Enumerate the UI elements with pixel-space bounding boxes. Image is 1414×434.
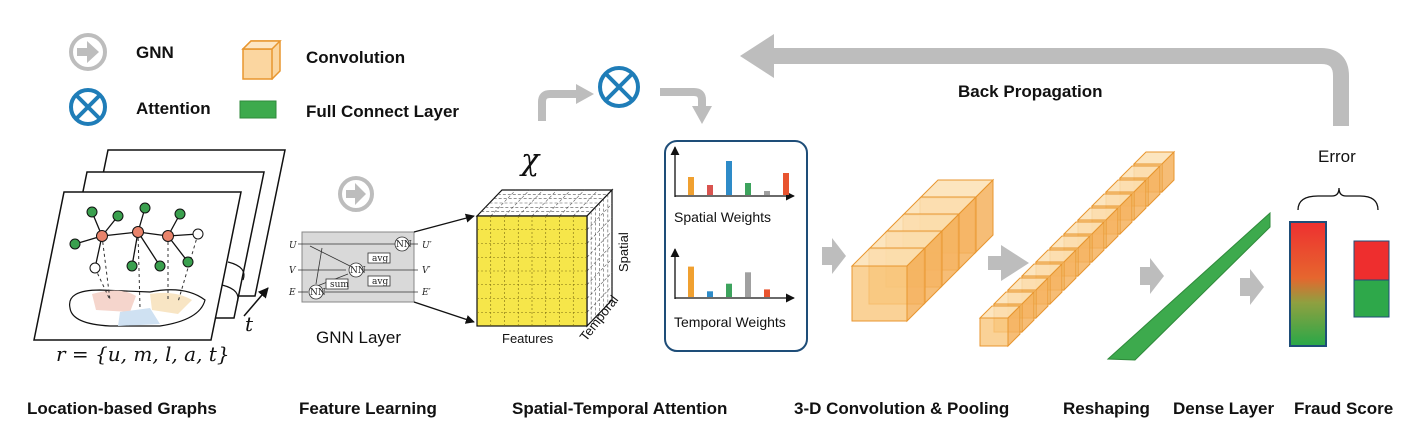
gnn-output-e: E′ — [421, 288, 431, 298]
record-formula: r = {u, m, l, a, t} — [56, 342, 230, 366]
gnn-layer-caption: GNN Layer — [316, 328, 401, 347]
spatial-bars-bar — [764, 191, 770, 195]
flow-arrow-3 — [1140, 258, 1164, 294]
feature-tensor: χ Features Temporal Spatial — [475, 143, 631, 346]
fraud-score: Error — [1289, 147, 1390, 347]
gnn-op-sum: sum — [330, 280, 349, 290]
back-propagation-label: Back Propagation — [958, 82, 1103, 101]
stage-dense: Dense Layer — [1173, 399, 1274, 418]
temporal-bars-bar — [764, 289, 770, 297]
spatial-bars-bar — [745, 183, 751, 195]
gnn-input-e: E — [288, 288, 296, 298]
gnn-layer: NN NN NN avg avg sum U V E U′ V′ E′ GNN … — [288, 176, 475, 347]
gnn-node-2: NN — [350, 266, 366, 276]
spatial-bars-bar — [783, 173, 789, 195]
score-red-box — [1353, 240, 1390, 281]
back-propagation-arrow — [770, 48, 1349, 126]
stage-graphs: Location-based Graphs — [27, 399, 217, 418]
spatial-weights-label: Spatial Weights — [674, 209, 771, 225]
spatial-weight-bars — [688, 161, 789, 195]
stage-fraud-score: Fraud Score — [1294, 399, 1393, 418]
stage-attention: Spatial-Temporal Attention — [512, 399, 727, 418]
error-brace — [1297, 187, 1379, 211]
attention-icon — [598, 66, 640, 108]
error-label: Error — [1318, 147, 1356, 166]
spatial-bars-bar — [688, 177, 694, 195]
spatial-bars-bar — [707, 185, 713, 195]
gnn-input-u: U — [289, 241, 297, 251]
temporal-bars-bar — [707, 291, 713, 297]
temporal-bars-bar — [726, 283, 732, 297]
gnn-input-v: V — [289, 266, 297, 276]
axis-features-label: Features — [502, 331, 554, 346]
gnn-node-1: NN — [396, 240, 412, 250]
attention-legend-icon — [69, 88, 107, 126]
stage-convolution: 3-D Convolution & Pooling — [794, 399, 1009, 418]
gnn-output-v: V′ — [422, 266, 431, 276]
reshaped-cubes — [978, 150, 1176, 348]
legend-attention-label: Attention — [136, 99, 211, 118]
legend-full-connect-label: Full Connect Layer — [306, 102, 459, 121]
back-propagation: Back Propagation — [740, 34, 1349, 126]
conv-cubes — [850, 178, 995, 323]
legend-gnn-label: GNN — [136, 43, 174, 62]
stage-reshaping: Reshaping — [1063, 399, 1150, 418]
temporal-bars-bar — [745, 272, 751, 297]
gnn-legend-icon — [69, 33, 107, 71]
flow-arrow-2 — [988, 245, 1029, 281]
legend: GNN Attention Convolution Full Connect L… — [69, 33, 459, 126]
temporal-weights-label: Temporal Weights — [674, 314, 786, 330]
gnn-op-2: avg — [372, 277, 388, 287]
dense-layer-bar — [1106, 211, 1271, 361]
time-label: t — [245, 312, 254, 336]
gnn-op-1: avg — [372, 254, 388, 264]
location-graphs: t r = {u, m, l, a, t} — [33, 149, 286, 366]
flow-arrow-4 — [1240, 269, 1264, 305]
gnn-node-3: NN — [310, 288, 326, 298]
reshape-cube — [978, 304, 1022, 348]
conv-cube — [850, 246, 927, 323]
score-gradient-bar — [1289, 221, 1327, 347]
attention-weights-panel: Spatial Weights Temporal Weights — [664, 140, 808, 352]
convolution-legend-icon — [241, 40, 282, 81]
axis-spatial-label: Spatial — [616, 232, 631, 272]
temporal-bars-bar — [688, 266, 694, 297]
spatial-bars-bar — [726, 161, 732, 195]
score-green-box — [1353, 279, 1390, 318]
full-connect-legend-swatch — [239, 100, 277, 119]
legend-convolution-label: Convolution — [306, 48, 405, 67]
stage-feature-learning: Feature Learning — [299, 399, 437, 418]
gnn-icon — [338, 176, 374, 212]
flow-arrow-1 — [822, 238, 846, 274]
temporal-weight-bars — [688, 266, 770, 297]
stage-labels: Location-based Graphs Feature Learning S… — [27, 399, 1393, 418]
attention-path — [538, 66, 712, 124]
flow-arrows — [822, 238, 1264, 305]
gnn-output-u: U′ — [422, 241, 432, 251]
tensor-symbol: χ — [519, 143, 541, 178]
